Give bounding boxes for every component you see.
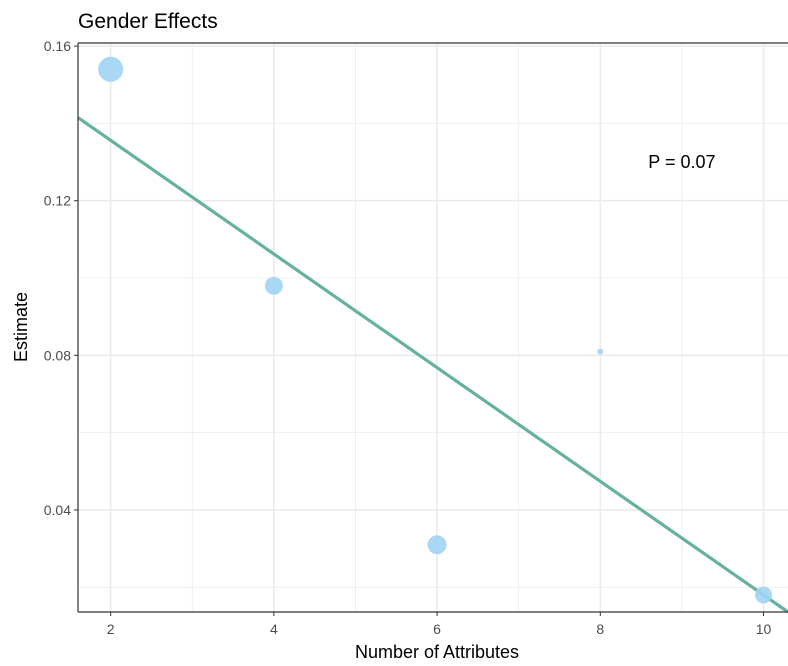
x-tick-label: 2 — [107, 621, 115, 637]
x-tick-label: 4 — [270, 621, 278, 637]
y-axis-title: Estimate — [11, 292, 31, 362]
fit-line-layer — [77, 116, 788, 614]
data-point — [98, 56, 124, 82]
x-tick-label: 8 — [596, 621, 604, 637]
grid — [78, 43, 788, 612]
data-point — [755, 586, 773, 604]
y-tick-label: 0.16 — [44, 38, 71, 54]
data-point — [427, 535, 447, 555]
y-tick-label: 0.08 — [44, 347, 71, 363]
tick-labels: 0.04 0.08 0.12 0.16 2 4 6 8 10 — [44, 38, 772, 637]
y-tick-label: 0.04 — [44, 502, 71, 518]
regression-line — [77, 116, 788, 614]
points-layer — [98, 56, 773, 604]
annotation-layer: P = 0.07 — [648, 152, 715, 172]
x-tick-label: 6 — [433, 621, 441, 637]
x-tick-label: 10 — [756, 621, 772, 637]
y-tick-label: 0.12 — [44, 193, 71, 209]
chart-title: Gender Effects — [78, 10, 218, 33]
data-point — [264, 276, 283, 295]
axes — [77, 42, 788, 613]
data-point — [597, 348, 604, 355]
p-value-annotation: P = 0.07 — [648, 152, 715, 172]
x-axis-title: Number of Attributes — [355, 642, 519, 662]
